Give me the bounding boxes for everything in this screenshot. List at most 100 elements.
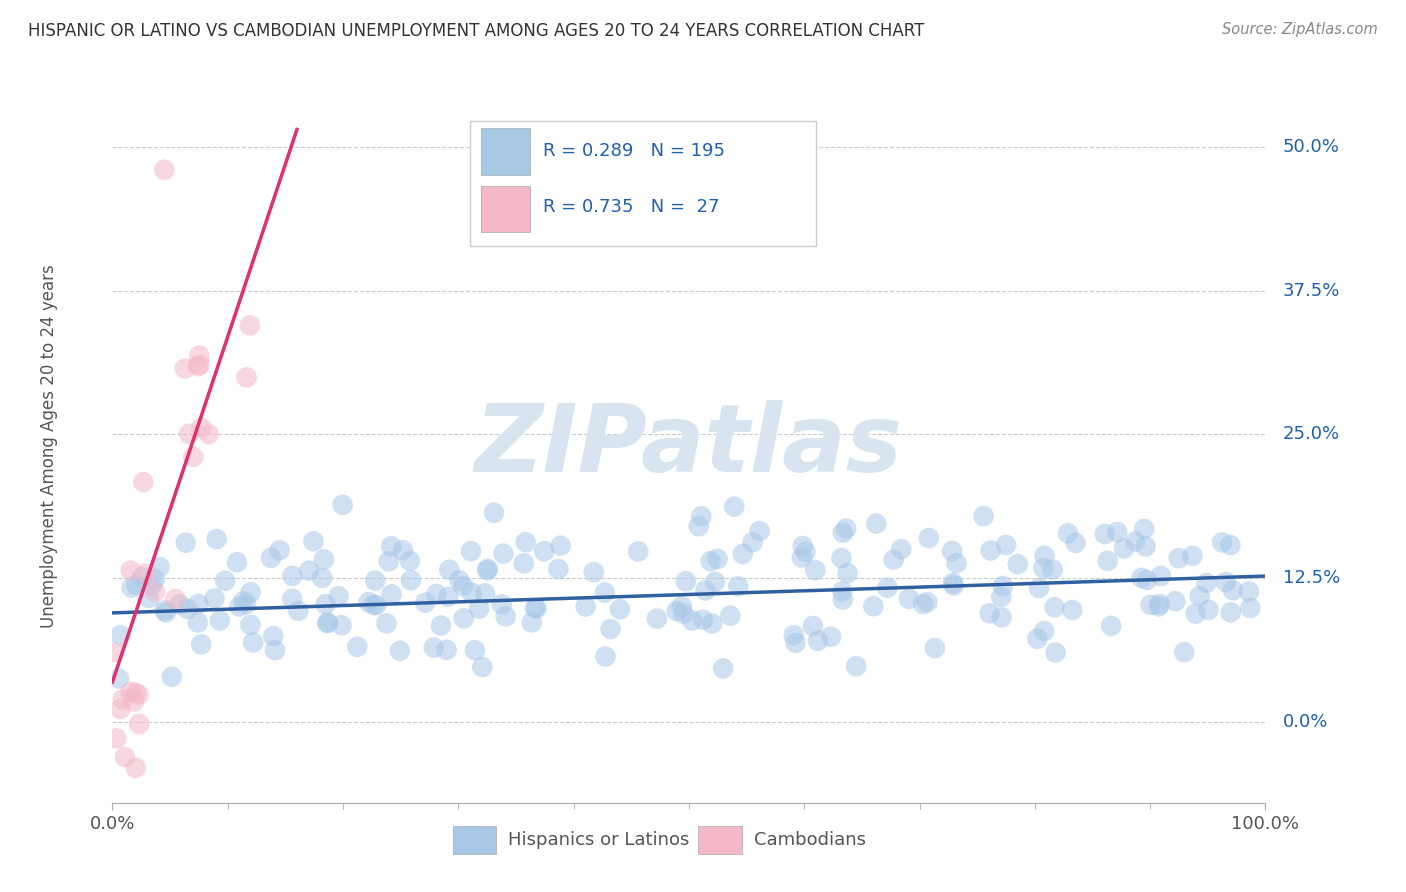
- Point: [917, 595, 939, 609]
- Point: [718, 608, 741, 623]
- Point: [464, 643, 486, 657]
- Point: [225, 555, 247, 569]
- Point: [830, 551, 852, 566]
- Point: [125, 578, 148, 592]
- Point: [187, 597, 209, 611]
- Point: [723, 500, 745, 514]
- Point: [143, 585, 166, 599]
- Point: [235, 597, 257, 611]
- Point: [706, 552, 728, 566]
- Point: [148, 560, 170, 574]
- Text: 50.0%: 50.0%: [1282, 137, 1340, 156]
- Point: [748, 524, 770, 538]
- Point: [492, 547, 515, 561]
- Point: [513, 557, 536, 571]
- Point: [593, 585, 616, 599]
- Point: [595, 649, 617, 664]
- Point: [388, 644, 411, 658]
- FancyBboxPatch shape: [699, 826, 742, 855]
- Point: [1135, 540, 1157, 554]
- Point: [128, 688, 150, 702]
- Point: [790, 550, 813, 565]
- Point: [380, 587, 402, 601]
- Point: [1133, 522, 1156, 536]
- Point: [153, 603, 176, 617]
- Point: [688, 519, 710, 533]
- Point: [609, 602, 631, 616]
- Point: [437, 590, 460, 604]
- Point: [1188, 589, 1211, 603]
- Point: [311, 571, 333, 585]
- Text: R = 0.735   N =  27: R = 0.735 N = 27: [543, 198, 718, 216]
- Point: [575, 599, 598, 614]
- Point: [1045, 646, 1067, 660]
- Point: [794, 545, 817, 559]
- Point: [315, 597, 337, 611]
- Point: [695, 583, 717, 598]
- Point: [700, 616, 723, 631]
- Point: [1173, 645, 1195, 659]
- Point: [204, 591, 226, 606]
- Point: [188, 349, 211, 363]
- Point: [197, 427, 219, 442]
- Point: [1130, 571, 1153, 585]
- Point: [807, 633, 830, 648]
- Point: [973, 509, 995, 524]
- Point: [533, 544, 555, 558]
- Point: [364, 574, 387, 588]
- Point: [1043, 600, 1066, 615]
- Point: [801, 619, 824, 633]
- Point: [1064, 536, 1087, 550]
- Point: [941, 544, 963, 558]
- Point: [1195, 576, 1218, 591]
- Point: [690, 509, 713, 524]
- Point: [898, 591, 921, 606]
- Point: [422, 640, 444, 655]
- Point: [235, 370, 257, 384]
- Point: [911, 597, 934, 611]
- Point: [890, 542, 912, 557]
- Point: [125, 686, 148, 700]
- Point: [357, 595, 380, 609]
- Point: [121, 581, 143, 595]
- Point: [160, 670, 183, 684]
- Point: [1164, 594, 1187, 608]
- Point: [131, 570, 153, 584]
- Point: [262, 629, 284, 643]
- Point: [188, 358, 211, 372]
- Point: [474, 586, 496, 600]
- Point: [399, 573, 422, 587]
- Point: [316, 615, 339, 630]
- Point: [1150, 569, 1173, 583]
- Point: [346, 640, 368, 654]
- Point: [785, 636, 807, 650]
- Point: [187, 615, 209, 630]
- Point: [792, 539, 814, 553]
- Point: [242, 635, 264, 649]
- Text: 12.5%: 12.5%: [1282, 569, 1340, 587]
- Point: [110, 628, 132, 642]
- FancyBboxPatch shape: [470, 121, 815, 246]
- Point: [239, 318, 262, 333]
- Point: [477, 563, 499, 577]
- Point: [461, 586, 484, 600]
- Point: [820, 630, 842, 644]
- Point: [190, 420, 212, 434]
- Point: [990, 610, 1012, 624]
- Point: [169, 597, 191, 611]
- Point: [991, 579, 1014, 593]
- Point: [302, 534, 325, 549]
- Point: [727, 579, 749, 593]
- Text: 0.0%: 0.0%: [1282, 714, 1329, 731]
- Point: [430, 618, 453, 632]
- Point: [187, 359, 209, 374]
- Point: [114, 750, 136, 764]
- Point: [391, 543, 413, 558]
- Point: [1149, 597, 1171, 611]
- Point: [1057, 526, 1080, 541]
- Point: [298, 564, 321, 578]
- Point: [1136, 573, 1159, 587]
- Point: [330, 618, 353, 632]
- Text: Cambodians: Cambodians: [754, 831, 866, 849]
- Point: [312, 552, 335, 566]
